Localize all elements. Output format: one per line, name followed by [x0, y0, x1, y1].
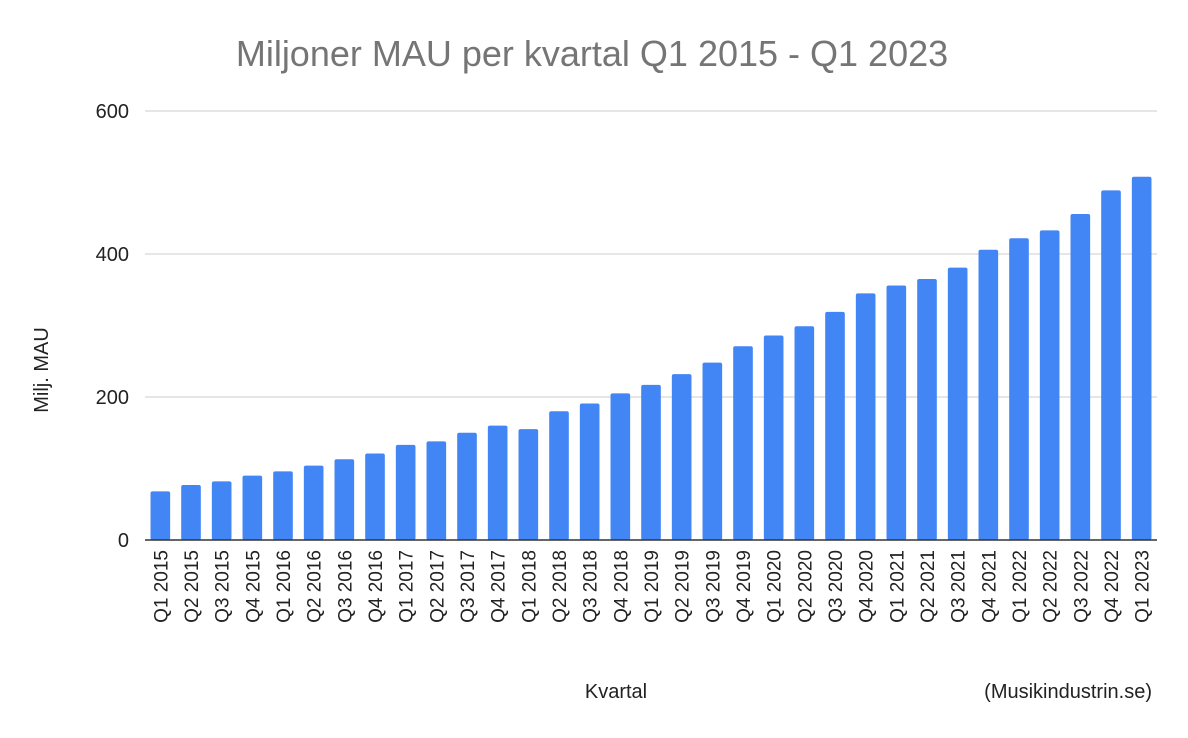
y-tick-label: 0	[118, 530, 129, 552]
x-tick-label: Q2 2017	[427, 550, 448, 623]
x-tick-label: Q1 2023	[1133, 550, 1154, 623]
bar	[1131, 176, 1152, 540]
x-tick-label: Q4 2022	[1102, 550, 1123, 623]
x-tick-label: Q3 2016	[335, 550, 356, 623]
bar	[763, 335, 784, 540]
x-tick-label: Q2 2016	[305, 550, 326, 623]
x-tick-label: Q4 2018	[611, 550, 632, 623]
x-tick-label: Q1 2022	[1010, 550, 1031, 623]
bar	[549, 411, 569, 540]
x-tick-label: Q4 2020	[857, 550, 878, 623]
x-tick-label: Q2 2015	[182, 550, 203, 623]
x-axis-label: Kvartal	[585, 681, 647, 703]
bar	[579, 403, 600, 540]
x-tick-label: Q2 2019	[673, 550, 694, 623]
bar	[334, 459, 355, 540]
x-tick-label: Q3 2015	[213, 550, 234, 623]
bar	[733, 346, 753, 540]
bar	[426, 441, 447, 540]
x-tick-label: Q4 2015	[243, 550, 264, 623]
x-tick-label: Q4 2021	[979, 550, 1000, 623]
x-tick-label: Q1 2021	[887, 550, 908, 623]
bar	[702, 362, 723, 540]
bar	[1009, 238, 1029, 540]
x-tick-label: Q3 2017	[458, 550, 479, 623]
bar	[518, 429, 539, 540]
x-tick-label: Q2 2020	[795, 550, 816, 623]
bar	[825, 311, 845, 540]
y-axis-label: Milj. MAU	[31, 327, 53, 413]
bar	[794, 326, 815, 540]
bar	[150, 491, 171, 540]
x-tick-label: Q2 2022	[1041, 550, 1062, 623]
x-tick-label: Q3 2020	[826, 550, 847, 623]
bar	[1039, 230, 1060, 540]
x-tick-label: Q1 2017	[397, 550, 418, 623]
bar	[610, 393, 631, 540]
x-tick-label: Q4 2016	[366, 550, 387, 623]
y-tick-label: 200	[96, 387, 129, 409]
x-tick-label: Q3 2022	[1071, 550, 1092, 623]
bar	[211, 481, 232, 540]
bars	[150, 176, 1152, 540]
bar	[917, 279, 937, 540]
x-tick-label: Q1 2020	[765, 550, 786, 623]
bar	[855, 293, 876, 540]
bar	[978, 249, 999, 540]
bar	[947, 267, 968, 540]
bar	[671, 374, 692, 540]
bar	[1101, 190, 1121, 540]
bar	[273, 471, 293, 540]
x-tick-label: Q3 2018	[581, 550, 602, 623]
x-tick-label: Q3 2019	[703, 550, 724, 623]
bar	[886, 285, 907, 540]
x-tick-label: Q2 2018	[550, 550, 571, 623]
x-tick-label: Q1 2019	[642, 550, 663, 623]
chart-title: Miljoner MAU per kvartal Q1 2015 - Q1 20…	[236, 33, 948, 74]
grid-lines	[145, 110, 1157, 398]
bar	[242, 475, 263, 540]
bar	[457, 432, 477, 540]
bar	[365, 453, 385, 540]
y-axis-ticks: 0 200 400 600	[96, 101, 129, 552]
source-label: (Musikindustrin.se)	[984, 681, 1152, 703]
bar	[395, 444, 416, 540]
bar	[641, 384, 661, 540]
x-tick-label: Q3 2021	[949, 550, 970, 623]
x-tick-label: Q4 2017	[489, 550, 510, 623]
x-tick-label: Q2 2021	[918, 550, 939, 623]
y-tick-label: 400	[96, 244, 129, 266]
x-tick-label: Q1 2018	[519, 550, 540, 623]
x-tick-label: Q1 2015	[151, 550, 172, 623]
bar	[181, 484, 201, 540]
x-axis-ticks: Q1 2015 Q2 2015 Q3 2015 Q4 2015 Q1 2016 Q2 20…	[151, 550, 1153, 623]
y-tick-label: 600	[96, 101, 129, 123]
bar	[303, 465, 324, 540]
bar	[1070, 213, 1091, 540]
bar	[487, 425, 508, 540]
x-tick-label: Q4 2019	[734, 550, 755, 623]
x-tick-label: Q1 2016	[274, 550, 295, 623]
